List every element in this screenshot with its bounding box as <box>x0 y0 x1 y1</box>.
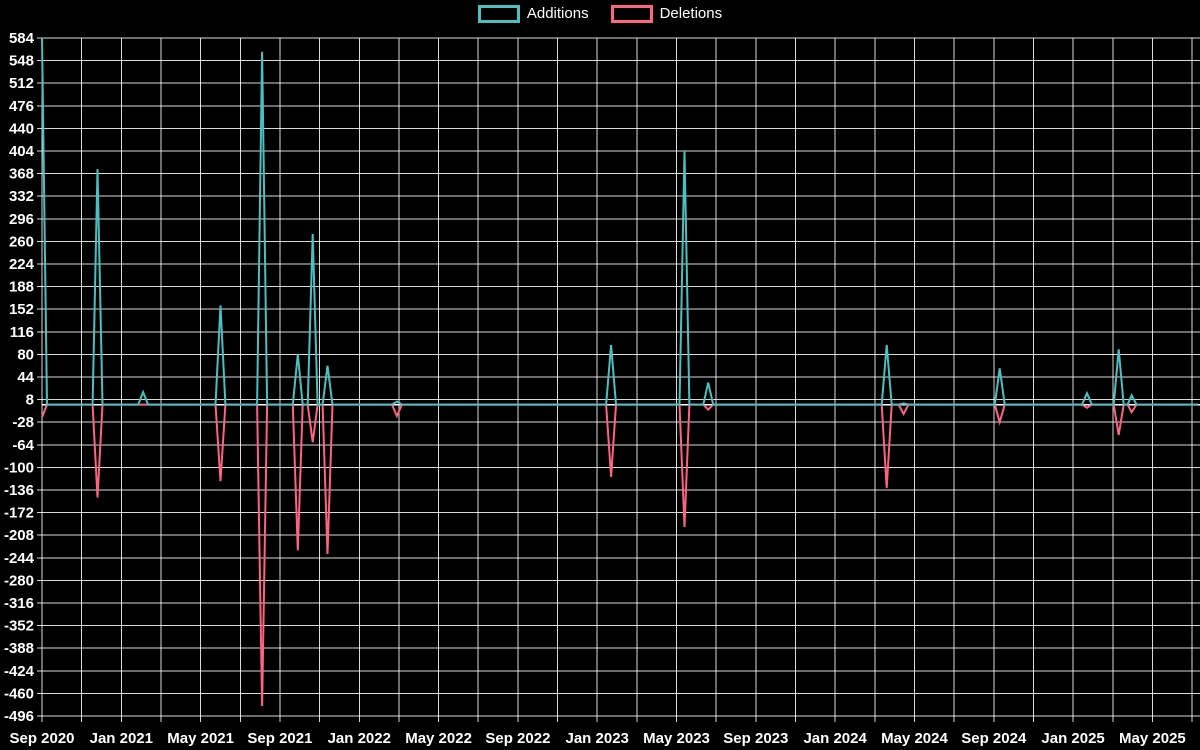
svg-text:Jan 2021: Jan 2021 <box>90 730 153 747</box>
svg-text:-460: -460 <box>4 685 34 702</box>
svg-text:476: 476 <box>9 98 34 115</box>
svg-text:188: 188 <box>9 279 34 296</box>
svg-text:-280: -280 <box>4 572 34 589</box>
svg-text:-316: -316 <box>4 595 34 612</box>
svg-text:May 2022: May 2022 <box>405 730 472 747</box>
svg-text:Jan 2024: Jan 2024 <box>803 730 867 747</box>
svg-text:-64: -64 <box>12 437 34 454</box>
svg-text:440: 440 <box>9 120 34 137</box>
svg-text:152: 152 <box>9 301 34 318</box>
svg-text:8: 8 <box>26 392 34 409</box>
svg-text:224: 224 <box>9 256 35 273</box>
svg-text:May 2025: May 2025 <box>1119 730 1186 747</box>
svg-text:404: 404 <box>9 143 35 160</box>
svg-text:44: 44 <box>17 369 34 386</box>
svg-text:Sep 2020: Sep 2020 <box>9 730 74 747</box>
svg-text:368: 368 <box>9 166 34 183</box>
svg-text:116: 116 <box>10 324 34 341</box>
deletions-legend-swatch <box>610 5 653 23</box>
svg-text:-100: -100 <box>4 459 34 476</box>
svg-text:Jan 2022: Jan 2022 <box>328 730 391 747</box>
svg-text:512: 512 <box>9 75 34 92</box>
legend-item-deletions[interactable]: Deletions <box>610 5 723 23</box>
svg-text:Sep 2024: Sep 2024 <box>961 730 1027 747</box>
svg-text:-28: -28 <box>12 414 34 431</box>
svg-text:Sep 2022: Sep 2022 <box>485 730 550 747</box>
svg-text:-136: -136 <box>4 482 34 499</box>
svg-text:296: 296 <box>9 211 34 228</box>
svg-text:584: 584 <box>9 30 35 47</box>
svg-text:May 2021: May 2021 <box>167 730 234 747</box>
svg-text:-424: -424 <box>4 663 35 680</box>
additions-legend-label: Additions <box>526 5 589 22</box>
svg-text:May 2023: May 2023 <box>643 730 710 747</box>
svg-text:-496: -496 <box>4 708 34 725</box>
svg-text:548: 548 <box>9 53 34 70</box>
svg-text:-244: -244 <box>4 550 35 567</box>
svg-text:-388: -388 <box>4 640 34 657</box>
deletions-legend-label: Deletions <box>659 5 723 22</box>
svg-text:-208: -208 <box>4 527 34 544</box>
svg-text:-172: -172 <box>4 505 34 522</box>
svg-text:-352: -352 <box>4 618 34 635</box>
svg-text:Sep 2021: Sep 2021 <box>247 730 312 747</box>
svg-text:332: 332 <box>9 188 34 205</box>
chart-legend: Additions Deletions <box>0 5 1200 23</box>
svg-text:Sep 2023: Sep 2023 <box>723 730 788 747</box>
svg-text:Jan 2025: Jan 2025 <box>1041 730 1104 747</box>
svg-text:80: 80 <box>17 346 34 363</box>
legend-item-additions[interactable]: Additions <box>477 5 589 23</box>
svg-text:May 2024: May 2024 <box>881 730 948 747</box>
svg-text:Jan 2023: Jan 2023 <box>566 730 629 747</box>
additions-legend-swatch <box>477 5 520 23</box>
svg-text:260: 260 <box>9 233 34 250</box>
